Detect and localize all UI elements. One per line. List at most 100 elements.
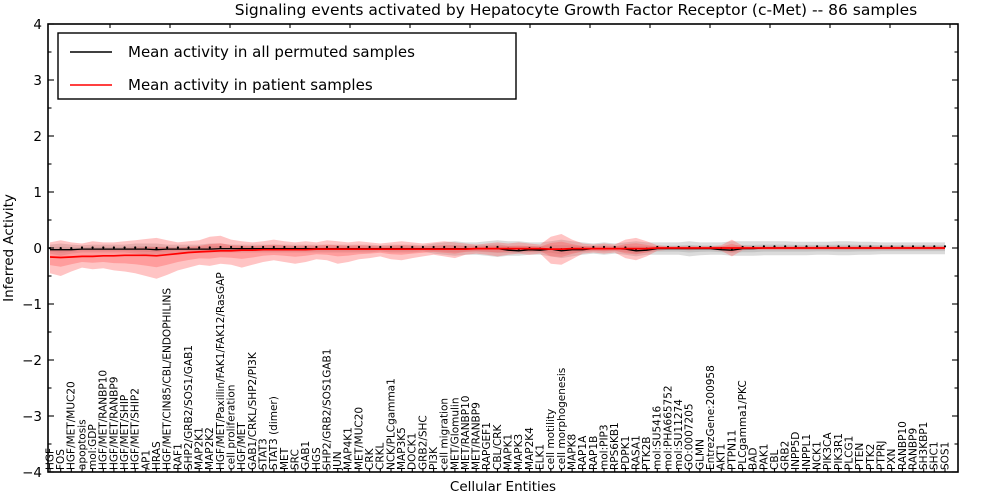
y-tick-label: −1 bbox=[22, 297, 42, 313]
category-label: PXN bbox=[886, 449, 898, 470]
line-marker-dot bbox=[208, 246, 211, 249]
y-tick-labels: 4 3 2 1 0 −1 −2 −3 −4 bbox=[22, 17, 42, 481]
series-lines bbox=[48, 245, 947, 259]
line-marker-dot bbox=[91, 246, 94, 249]
category-label: STAT3 (dimer) bbox=[268, 396, 280, 470]
legend-label-patient: Mean activity in patient samples bbox=[128, 76, 373, 94]
category-label: mol:PIP3 bbox=[598, 424, 610, 470]
category-label: RAF1 bbox=[172, 443, 184, 470]
line-marker-dot bbox=[176, 246, 179, 249]
line-marker-dot bbox=[240, 245, 243, 249]
category-label: PTK2 bbox=[865, 444, 877, 470]
line-marker-dot bbox=[443, 245, 446, 249]
line-marker-dot bbox=[251, 245, 254, 249]
line-marker-dot bbox=[837, 245, 840, 248]
line-marker-dot bbox=[368, 245, 371, 249]
category-label: PLCgamma1/PKC bbox=[737, 380, 749, 470]
category-label: HGF/MET/CIN85/CBL/ENDOPHILINS bbox=[162, 288, 174, 470]
line-marker-dot bbox=[400, 245, 403, 249]
category-label: CBL/CRK bbox=[492, 423, 504, 470]
line-marker-dot bbox=[592, 245, 595, 249]
category-label: MAP2K2 bbox=[204, 427, 216, 470]
line-marker-dot bbox=[805, 245, 808, 248]
category-label: GRB2 bbox=[780, 441, 792, 470]
category-label: ELK1 bbox=[535, 444, 547, 470]
y-tick-label: −4 bbox=[22, 465, 42, 481]
category-label: NCK1 bbox=[812, 441, 824, 470]
category-label: AP1 bbox=[140, 450, 152, 470]
line-marker-dot bbox=[144, 246, 147, 249]
category-label: RASA1 bbox=[630, 435, 642, 470]
line-marker-dot bbox=[347, 245, 350, 249]
category-label: MAP3K5 bbox=[396, 427, 408, 470]
category-label: HGF bbox=[44, 448, 56, 470]
category-label: cell morphogenesis bbox=[556, 368, 568, 470]
line-marker-dot bbox=[294, 245, 297, 249]
confidence-bands bbox=[50, 234, 945, 279]
category-label: MAPK8 bbox=[567, 434, 579, 470]
line-marker-dot bbox=[411, 245, 414, 249]
category-label: MET/MUC20 bbox=[353, 407, 365, 470]
line-marker-dot bbox=[475, 245, 478, 249]
category-label: PTPRJ bbox=[876, 441, 888, 470]
line-marker-dot bbox=[794, 245, 797, 248]
category-label: HRAS bbox=[151, 441, 163, 470]
category-label: PIK3R1 bbox=[833, 433, 845, 470]
category-labels: HGFFOSHGF/MET/MUC20apoptosismol:GDPHGF/M… bbox=[44, 272, 951, 471]
line-patient-mean bbox=[49, 247, 945, 259]
y-tick-label: 3 bbox=[33, 73, 42, 89]
line-marker-dot bbox=[230, 245, 233, 249]
line-marker-dot bbox=[421, 245, 424, 249]
line-marker-dot bbox=[112, 246, 115, 249]
category-label: MAPK1 bbox=[503, 434, 515, 470]
line-marker-dot bbox=[70, 247, 73, 250]
category-label: FOS bbox=[55, 449, 67, 470]
axis-ticks bbox=[48, 23, 958, 473]
category-label: CRKL bbox=[375, 442, 387, 470]
category-label: MAP2K1 bbox=[194, 427, 206, 470]
category-label: SHP2/GRB2/SOS1GAB1 bbox=[321, 349, 333, 470]
category-label: MET/RANBP10 bbox=[460, 396, 472, 470]
category-label: GLMN bbox=[694, 439, 706, 470]
category-label: cell motility bbox=[545, 409, 557, 470]
legend-box bbox=[57, 32, 517, 100]
category-label: cell proliferation bbox=[226, 385, 238, 470]
category-label: MET bbox=[279, 447, 291, 470]
category-label: CBL bbox=[769, 449, 781, 470]
line-marker-dot bbox=[80, 246, 84, 249]
category-label: CRK bbox=[364, 447, 376, 470]
category-label: HGF/MET/RANBP10 bbox=[98, 370, 110, 470]
category-label: MET/Glomulin bbox=[449, 398, 461, 471]
category-label: GAB1 bbox=[300, 441, 312, 470]
line-marker-dot bbox=[613, 245, 616, 249]
category-label: SH3KBP1 bbox=[918, 422, 930, 470]
category-label: RPS6KB1 bbox=[609, 422, 621, 470]
y-tick-label: 4 bbox=[33, 17, 42, 33]
line-marker-dot bbox=[773, 245, 776, 248]
category-label: PTEN bbox=[854, 443, 866, 470]
line-marker-dot bbox=[389, 245, 393, 249]
line-marker-dot bbox=[59, 247, 62, 250]
category-label: AKT1 bbox=[716, 444, 728, 470]
category-label: JUN bbox=[332, 451, 344, 471]
legend: Mean activity in all permuted samples Me… bbox=[57, 32, 517, 100]
category-label: HGF/MET bbox=[236, 422, 248, 470]
category-label: SHC1 bbox=[929, 441, 941, 470]
category-label: DOCK1 bbox=[407, 433, 419, 470]
line-marker-dot bbox=[272, 245, 275, 249]
category-label: MAP4K1 bbox=[343, 427, 355, 470]
line-marker-dot bbox=[134, 246, 137, 249]
line-marker-dot bbox=[379, 245, 382, 249]
category-label: SHP2/GRB2/SOS1/GAB1 bbox=[183, 345, 195, 470]
category-label: MET/RANBP9 bbox=[471, 402, 483, 470]
line-marker-dot bbox=[219, 245, 222, 249]
category-label: PDPK1 bbox=[620, 436, 632, 470]
line-marker-dot bbox=[826, 245, 829, 248]
line-marker-dot bbox=[943, 245, 947, 248]
category-label: mol:PHA665752 bbox=[662, 385, 674, 470]
category-label: RANBP9 bbox=[907, 428, 919, 470]
line-marker-dot bbox=[602, 245, 606, 249]
line-marker-dot bbox=[485, 245, 488, 249]
category-label: GRB2/SHC bbox=[417, 415, 429, 470]
